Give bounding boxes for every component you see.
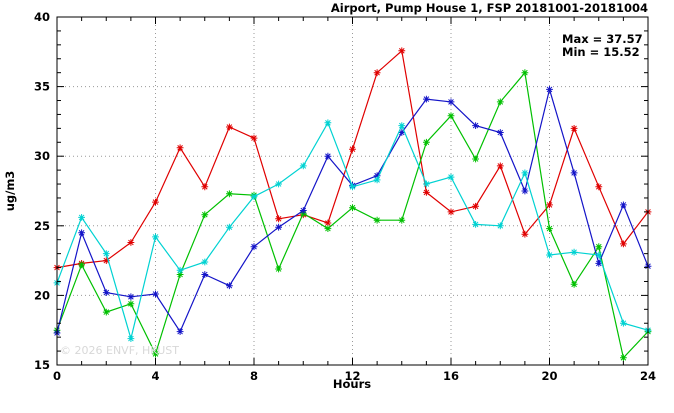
x-tick-label: 0 <box>53 369 61 383</box>
series-blue-points <box>53 86 652 337</box>
chart-title: Airport, Pump House 1, FSP 20181001-2018… <box>331 1 648 15</box>
x-tick-label: 8 <box>250 369 258 383</box>
series-red-line <box>56 49 649 269</box>
x-axis-label: Hours <box>333 377 371 391</box>
watermark: © 2026 ENVF, HKUST <box>60 344 179 357</box>
max-annotation: Max = 37.57 <box>562 32 643 46</box>
y-tick-label: 35 <box>34 80 50 94</box>
x-tick-label: 12 <box>344 369 360 383</box>
series-cyan <box>53 119 652 342</box>
y-tick-label: 40 <box>34 10 50 24</box>
x-tick-label: 24 <box>640 369 656 383</box>
y-axis-label: ug/m3 <box>3 171 17 212</box>
y-tick-label: 25 <box>34 219 50 233</box>
y-tick-label: 20 <box>34 288 50 302</box>
x-tick-label: 20 <box>541 369 557 383</box>
series-blue <box>53 86 652 337</box>
series-cyan-line <box>56 121 649 341</box>
x-tick-label: 16 <box>443 369 459 383</box>
min-annotation: Min = 15.52 <box>562 45 640 59</box>
grid-lines <box>57 17 648 365</box>
series-cyan-points <box>53 119 652 342</box>
x-tick-label: 4 <box>151 369 159 383</box>
series-green-line <box>56 71 649 360</box>
data-series <box>53 47 652 362</box>
y-tick-label: 30 <box>34 149 50 163</box>
y-tick-label: 15 <box>34 358 50 372</box>
axes: 0 4 8 12 16 20 24 15 20 25 30 35 40 <box>34 10 656 383</box>
